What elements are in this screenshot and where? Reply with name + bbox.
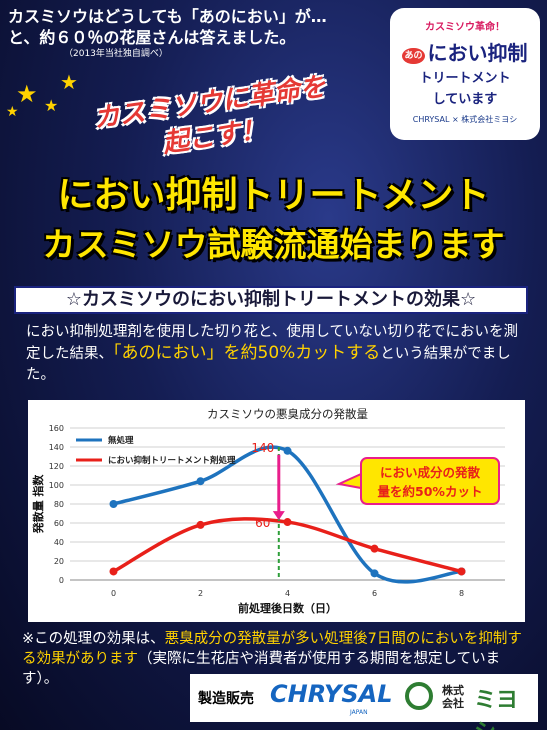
x-axis-label: 前処理後日数（日） [238,601,337,615]
x-tick-label: 0 [111,589,116,598]
revolution-slogan: カスミソウに革命を 起こす！ [91,70,332,170]
data-point [457,567,466,576]
footnote-part-2: （実際に生花店や消費者が使用する期間を想定しています）。 [22,651,501,687]
chrysal-logo: CHRYSAL [270,680,393,708]
section-title: ☆カスミソウのにおい抑制トリートメントの効果☆ [14,286,528,314]
odor-chart: カスミソウの悪臭成分の発散量 0 20 40 60 80 100 120 140 160 0 2 4 6 8… [28,400,525,622]
intro-line-1: カスミソウはどうしても「あのにおい」が… [8,7,327,26]
callout-line-2: 量を約50%カット [378,484,483,499]
footnote-highlight: 悪臭成分の発散量が多い処理後7日間のにおいを抑制する効果があります [22,631,522,667]
chrysal-japan: JAPAN [350,709,368,716]
badge-line-3: トリートメント [419,71,511,86]
company-name: ミヨシ [474,688,519,730]
y-axis-label: 発散量 指数 [31,474,45,535]
callout-pointer-cover [362,472,366,490]
description: におい抑制処理剤を使用した切り花と、使用していない切り花でにおいを測定した結果、… [26,322,526,386]
headline-2: カスミソウ試験流通始まります [42,225,505,264]
chart-title: カスミソウの悪臭成分の発散量 [207,407,368,421]
data-point [283,518,292,527]
badge-line-2: あの におい抑制 [390,37,540,66]
x-tick-label: 2 [198,589,203,598]
data-point [109,500,118,508]
y-tick-label: 120 [49,462,64,471]
series-line [112,517,462,574]
star-icon: ★ [6,104,19,120]
data-point [109,567,118,576]
y-tick-label: 40 [54,538,64,547]
callout-pointer [335,472,362,490]
intro-text: カスミソウはどうしても「あのにおい」が… と、約６０％の花屋さんは答えました。 … [8,6,327,60]
data-point [196,520,205,529]
y-tick-label: 20 [54,557,64,566]
badge-line-2-text: におい抑制 [427,41,528,65]
y-tick-label: 160 [49,424,64,433]
legend-label: におい抑制トリートメント剤処理 [108,455,236,466]
manufacturer-box: 製造販売 CHRYSAL JAPAN 株式会社 ミヨシ [190,674,538,730]
headline-1: におい抑制トリートメント [57,175,490,216]
y-tick-label: 80 [54,500,64,509]
company-prefix: 株式 会社 [442,684,464,710]
badge-line-1: カスミソウ革命！ [425,22,505,33]
maker-label: 製造販売 [198,691,254,707]
star-icon: ★ [16,80,38,108]
x-tick-label: 8 [459,589,464,598]
y-tick-label: 100 [49,481,64,490]
company-prefix-text: 株式 会社 [442,684,464,710]
miyoshi-logo-icon [405,682,433,710]
data-point [370,544,379,553]
data-point [283,446,292,455]
star-icon: ★ [60,70,78,94]
description-highlight: 「あのにおい」を約50%カットする [113,343,381,363]
legend-label: 無処理 [108,435,134,446]
x-tick-label: 4 [285,589,290,598]
badge-logos: CHRYSAL × 株式会社ミヨシ [412,115,518,124]
chart-svg: カスミソウの悪臭成分の発散量 0 20 40 60 80 100 120 140 160 0 2 4 6 8… [31,407,505,615]
data-point [370,569,379,578]
annotation-60: 60 [255,516,270,530]
description-part-2: という結果がでました。 [26,346,511,383]
survey-note: （2013年当社独自調べ） [64,49,168,59]
y-tick-label: 140 [49,443,64,452]
intro-line-2: と、約６０％の花屋さんは答えました。 [8,28,296,47]
y-tick-label: 0 [59,576,64,585]
badge-prefix: あの [402,48,425,64]
y-tick-label: 60 [54,519,64,528]
reduction-arrowhead [272,511,285,521]
footnote: ※この処理の効果は、悪臭成分の発散量が多い処理後7日間のにおいを抑制する効果があ… [22,629,522,689]
description-part-1: におい抑制処理剤を使用した切り花と、使用していない切り花でにおいを測定した結果、 [26,324,518,362]
star-icon: ★ [44,96,59,115]
x-tick-label: 6 [372,589,377,598]
callout-line-1: におい成分の発散 [380,465,481,480]
revolution-badge: カスミソウ革命！ あの におい抑制 トリートメント しています CHRYSAL ×… [390,8,540,140]
annotation-140: 140 [251,441,274,455]
badge-line-4: しています [432,92,498,107]
footnote-part-1: ※この処理の効果は、 [22,631,165,647]
data-point [196,477,205,486]
